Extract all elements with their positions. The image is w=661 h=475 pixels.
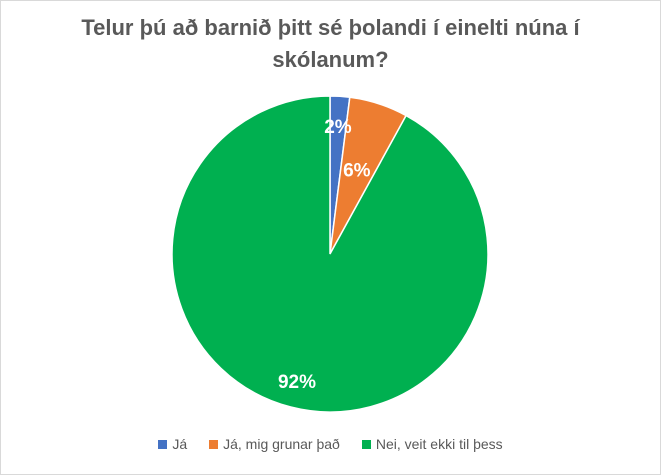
legend: Já Já, mig grunar það Nei, veit ekki til… [0,436,661,452]
chart-title-line-1: Telur þú að barnið þitt sé þolandi í ein… [81,15,580,40]
legend-item-ja-mig-grunar: Já, mig grunar það [209,436,340,452]
legend-label-ja: Já [172,436,188,452]
legend-item-nei: Nei, veit ekki til þess [361,436,503,452]
legend-swatch-ja [158,439,168,449]
chart-title: Telur þú að barnið þitt sé þolandi í ein… [0,12,661,76]
legend-swatch-ja-mig-grunar [209,439,219,449]
legend-label-nei: Nei, veit ekki til þess [375,436,503,452]
legend-swatch-nei [361,439,371,449]
chart-title-line-2: skólanum? [272,47,389,72]
legend-item-ja: Já [158,436,187,452]
data-label-ja-mig-grunar: 6% [343,160,371,181]
pie-slice-nei [171,95,489,413]
legend-label-ja-mig-grunar: Já, mig grunar það [223,436,340,452]
data-label-nei: 92% [278,372,316,393]
data-label-ja: 2% [324,117,352,138]
